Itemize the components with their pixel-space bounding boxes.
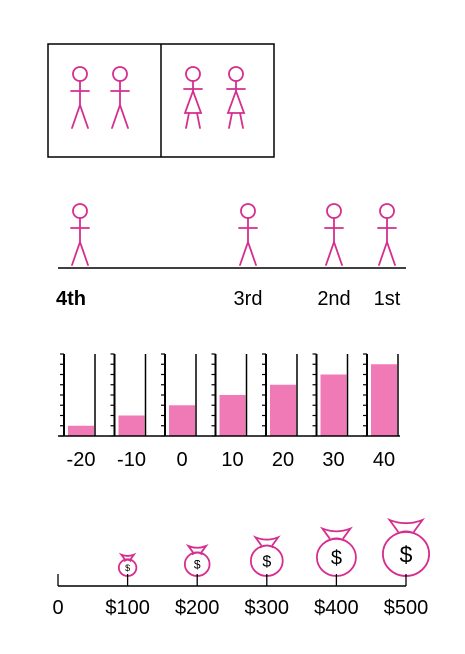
money-tick-label-4: $400 [314,597,359,619]
male-figure-1 [70,66,90,129]
money-tick-label-3: $300 [245,597,290,619]
money-tick-label-2: $200 [175,597,220,619]
money-tick-label-5: $500 [384,597,429,619]
money-bag-4: $ [315,526,357,577]
ordinal-label-3rd: 3rd [234,288,263,310]
thermometer-4 [262,353,298,437]
ordinal-figure-3rd [238,203,258,266]
money-bag-symbol-5: $ [400,541,413,567]
thermometer-label-2: 0 [176,449,187,471]
thermometer-fill-6 [371,364,397,436]
thermometer-1 [110,353,147,437]
thermometer-label-3: 10 [221,449,243,471]
thermometer-label-5: 30 [322,449,344,471]
gender-box [47,43,275,158]
money-line: $ $ $ $ $ 0 $100 $200 $300 $400 $500 [52,517,430,619]
money-tick-label-0: 0 [52,597,63,619]
thermometer-5 [312,353,349,437]
ordinal-label-4th: 4th [56,288,86,310]
thermometer-fill-3 [219,395,246,436]
ordinal-line: 4th 3rd 2nd 1st [56,203,406,310]
ordinal-label-1st: 1st [374,288,401,310]
money-bag-2: $ [183,543,211,577]
money-bag-symbol-3: $ [262,554,271,571]
money-bag-5: $ [381,517,430,577]
female-figure-1 [183,66,203,129]
male-figure-2 [110,66,130,129]
ordinal-figure-2nd [324,203,344,266]
thermometer-label-0: -20 [67,449,96,471]
thermometer-6 [363,353,399,437]
money-bag-symbol-1: $ [125,563,130,573]
money-bag-symbol-4: $ [331,547,342,569]
female-figure-2 [226,66,246,129]
thermometer-label-1: -10 [117,449,146,471]
thermometer-label-6: 40 [373,449,395,471]
money-bag-1: $ [117,552,138,577]
ordinal-figure-4th [70,203,90,266]
thermometer-label-4: 20 [272,449,294,471]
thermometer-3 [211,353,248,437]
thermometer-0 [60,353,96,437]
thermometer-fill-0 [68,425,94,436]
money-tick-label-1: $100 [105,597,150,619]
money-bag-3: $ [249,535,284,577]
thermometer-fill-4 [270,384,296,436]
thermometer-fill-2 [169,405,195,436]
money-bag-symbol-2: $ [194,558,201,572]
thermometer-row: -20 -10 0 10 20 30 40 [58,353,400,471]
ordinal-label-2nd: 2nd [317,288,350,310]
thermometer-fill-5 [320,374,347,436]
thermometer-2 [161,353,197,437]
ordinal-figure-1st [377,203,397,266]
thermometer-fill-1 [118,415,145,436]
